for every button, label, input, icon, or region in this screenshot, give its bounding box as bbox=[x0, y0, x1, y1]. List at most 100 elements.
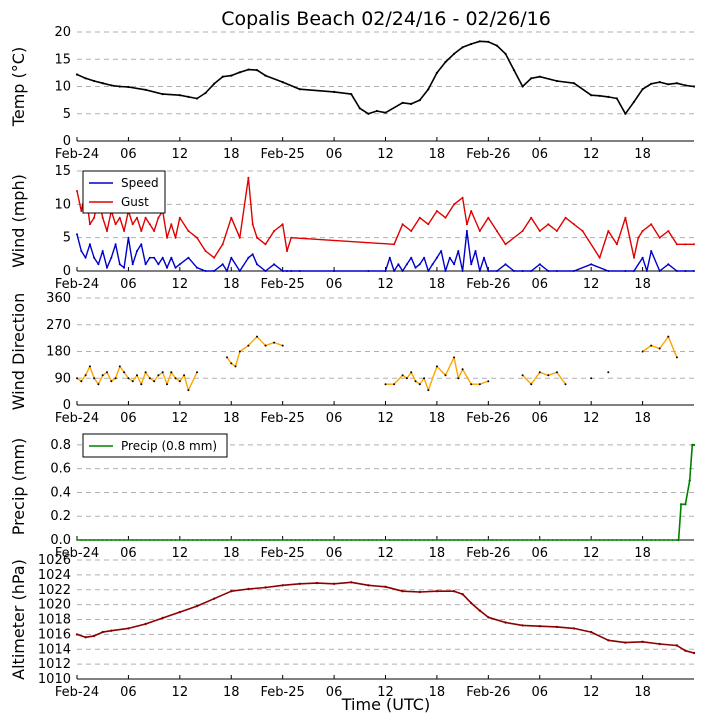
altimeter-xtick-label: 18 bbox=[223, 685, 240, 700]
direction-segment bbox=[256, 336, 267, 347]
wind-legend-label: Gust bbox=[121, 195, 149, 209]
altimeter-y-axis-label: Altimeter (hPa) bbox=[9, 559, 28, 680]
precip-data-point bbox=[187, 539, 190, 541]
wind-speed-point bbox=[521, 270, 524, 272]
wind-speed-point bbox=[474, 250, 477, 252]
temp-data-point bbox=[590, 94, 593, 97]
temp-data-point bbox=[470, 42, 473, 46]
direction-y-axis-label: Wind Direction bbox=[9, 293, 28, 411]
precip-data-point bbox=[628, 539, 631, 541]
altimeter-xtick-label: 12 bbox=[583, 685, 600, 700]
precip-data-point bbox=[688, 479, 691, 482]
wind-gust-point bbox=[470, 210, 473, 212]
wind-speed-point bbox=[388, 256, 391, 259]
direction-data-point bbox=[658, 347, 661, 350]
wind-gust-point bbox=[123, 230, 126, 232]
direction-data-point bbox=[106, 371, 108, 374]
wind-gust-point bbox=[281, 223, 284, 226]
direction-data-point bbox=[230, 362, 233, 365]
wind-gust-point bbox=[251, 223, 254, 226]
precip-data-point bbox=[543, 539, 545, 541]
precip-data-point bbox=[333, 539, 335, 541]
precip-data-point bbox=[397, 539, 400, 541]
wind-gust-point bbox=[495, 230, 498, 232]
wind-xtick-label: Feb-25 bbox=[261, 277, 305, 292]
wind-speed-point bbox=[187, 256, 190, 259]
direction-data-point bbox=[427, 389, 430, 392]
temp-data-point bbox=[144, 88, 147, 91]
direction-xtick-label: 18 bbox=[429, 411, 446, 426]
wind-gust-point bbox=[615, 243, 618, 246]
altimeter-data-point bbox=[487, 616, 490, 619]
direction-segment bbox=[453, 357, 460, 379]
direction-data-point bbox=[675, 356, 678, 359]
wind-speed-point bbox=[624, 270, 627, 272]
temp-xtick-label: Feb-24 bbox=[55, 147, 99, 162]
precip-data-point bbox=[487, 539, 490, 541]
direction-xtick-label: 06 bbox=[531, 411, 548, 426]
precip-data-point bbox=[594, 539, 597, 541]
wind-gust-point bbox=[136, 216, 138, 219]
altimeter-xtick-label: Feb-26 bbox=[466, 685, 510, 700]
temp-data-point bbox=[101, 82, 104, 85]
precip-xtick-label: 06 bbox=[326, 546, 343, 561]
altimeter-data-point bbox=[101, 630, 104, 634]
temp-data-point bbox=[607, 95, 610, 98]
temp-data-point bbox=[195, 97, 199, 100]
altimeter-data-point bbox=[521, 624, 524, 627]
direction-data-point bbox=[641, 350, 644, 353]
direction-data-point bbox=[281, 344, 284, 347]
wind-speed-point bbox=[410, 256, 413, 259]
temp-data-point bbox=[632, 100, 636, 103]
precip-data-point bbox=[671, 539, 674, 541]
wind-speed-point bbox=[174, 266, 177, 269]
precip-data-point bbox=[607, 539, 610, 541]
direction-segment bbox=[642, 344, 652, 353]
wind-xtick-label: 18 bbox=[634, 277, 651, 292]
wind-gust-point bbox=[393, 243, 396, 246]
direction-segment bbox=[166, 372, 172, 385]
temp-data-point bbox=[127, 85, 130, 89]
temp-data-point bbox=[598, 94, 601, 97]
wind-speed-point bbox=[93, 256, 96, 259]
altimeter-data-point bbox=[692, 651, 696, 655]
precip-data-point bbox=[123, 539, 125, 541]
direction-xtick-label: 06 bbox=[120, 411, 137, 426]
precip-xtick-label: Feb-26 bbox=[466, 546, 510, 561]
direction-data-point bbox=[166, 383, 168, 386]
wind-speed-point bbox=[273, 263, 276, 266]
altimeter-data-point bbox=[684, 649, 687, 652]
wind-gust-point bbox=[131, 223, 134, 226]
direction-data-point bbox=[538, 371, 541, 374]
wind-speed-point bbox=[405, 263, 408, 266]
direction-segment bbox=[273, 341, 283, 347]
altimeter-ytick-label: 1020 bbox=[38, 598, 71, 613]
precip-xtick-label: 18 bbox=[223, 546, 240, 561]
precip-data-point bbox=[436, 539, 438, 541]
precip-data-point bbox=[260, 539, 263, 541]
temp-data-point bbox=[401, 101, 404, 104]
wind-gust-point bbox=[637, 236, 640, 239]
direction-segment bbox=[84, 366, 91, 376]
altimeter-data-point bbox=[675, 644, 679, 647]
direction-segment bbox=[80, 374, 87, 382]
temp-ytick-label: 0 bbox=[63, 134, 71, 149]
temp-data-point bbox=[298, 88, 301, 91]
direction-data-point bbox=[226, 356, 228, 359]
wind-speed-point bbox=[530, 270, 533, 272]
altimeter-data-point bbox=[504, 621, 507, 624]
precip-data-point bbox=[273, 539, 275, 541]
direction-segment bbox=[247, 336, 258, 347]
wind-panel: 0 5 10 15 Feb-24 06 12 18 Feb-25 06 12 18 Feb-26 06 12… bbox=[9, 164, 695, 292]
altimeter-data-point bbox=[658, 642, 661, 646]
wind-gust-point bbox=[667, 230, 670, 232]
altimeter-data-point bbox=[298, 582, 301, 585]
precip-data-point bbox=[624, 539, 627, 541]
wind-xtick-label: 06 bbox=[531, 277, 548, 292]
wind-y-axis-label: Wind (mph) bbox=[9, 174, 28, 268]
precip-data-point bbox=[406, 539, 408, 541]
precip-data-point bbox=[140, 539, 143, 541]
wind-gust-point bbox=[453, 203, 456, 206]
direction-data-point bbox=[127, 377, 130, 380]
altimeter-xtick-label: 06 bbox=[326, 685, 343, 700]
